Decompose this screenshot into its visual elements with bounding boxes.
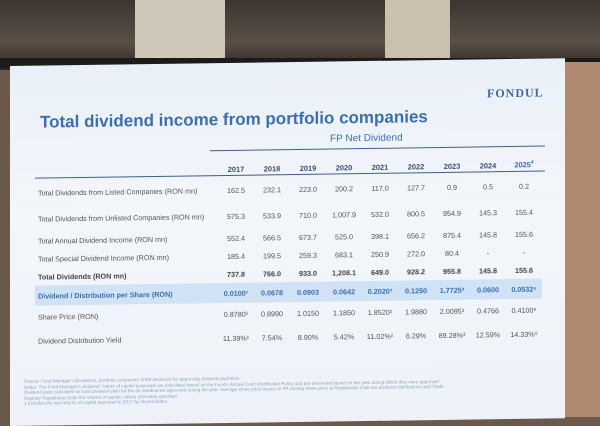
- table-cell: 7.54%: [261, 332, 283, 342]
- table-cell: 737.8: [227, 269, 245, 279]
- table-cell: 117.0: [371, 183, 389, 193]
- table-cell: 552.4: [227, 233, 245, 243]
- year-header: 20254: [506, 157, 542, 174]
- table-cell: 6.29%: [405, 330, 427, 340]
- table-cell: 0.8990: [261, 308, 283, 318]
- table-cell: 0.1250: [398, 280, 434, 301]
- table-cell: 954.9: [443, 208, 461, 218]
- table-cell: 1.7725³: [434, 279, 470, 301]
- room-column: [135, 0, 225, 62]
- year-label: 2025: [514, 160, 531, 170]
- table-cell: 0.0642: [326, 281, 362, 302]
- table-cell: 800.5: [407, 208, 425, 218]
- table-cell: 155.4: [515, 207, 533, 217]
- table-cell: 673.7: [299, 232, 317, 242]
- table-cell: 199.5: [263, 250, 281, 260]
- table-cell: 145.3: [479, 207, 497, 217]
- wall: [562, 62, 600, 417]
- table-cell: 14.33%⁵: [510, 329, 538, 339]
- year-header: 2019: [299, 163, 317, 173]
- table-cell: 8.90%: [297, 332, 319, 342]
- table-cell: 1.8520²: [367, 307, 393, 317]
- room-column: [385, 0, 450, 62]
- footnotes: Source: Fund Manager calculations, portf…: [24, 372, 544, 407]
- table-cell: 0.4100⁵: [511, 305, 537, 315]
- table-cell: 155.6: [515, 265, 533, 275]
- table-cell: 933.0: [299, 268, 317, 278]
- table-cell: 875.4: [443, 230, 461, 240]
- table-cell: 145.8: [479, 229, 497, 239]
- table-cell: 532.0: [371, 209, 389, 219]
- table-cell: 185.4: [227, 251, 245, 261]
- table-cell: 533.9: [263, 210, 281, 220]
- table-cell: 649.0: [371, 267, 389, 277]
- row-label: Share Price (RON): [38, 311, 99, 322]
- row-label: Dividend / Distribution per Share (RON): [35, 283, 218, 306]
- table-cell: -: [522, 247, 526, 257]
- table-cell: 656.2: [407, 230, 425, 240]
- table-cell: 127.7: [407, 182, 425, 192]
- table-cell: 0.0903: [290, 281, 326, 303]
- table-cell: 710.0: [299, 210, 317, 220]
- table-cell: 145.8: [479, 265, 497, 275]
- table-cell: 232.1: [263, 184, 281, 194]
- table-cell: 0.2: [519, 181, 529, 191]
- table-cell: 575.3: [227, 211, 245, 221]
- year-header: 2024: [479, 160, 497, 170]
- table-cell: 162.5: [227, 185, 245, 195]
- table-cell: 1,007.9: [332, 209, 356, 220]
- year-header: 2017: [227, 164, 245, 174]
- dividend-table: 2017 2018 2019 2020 2021 2022 2023 2024 20254 To…: [35, 157, 542, 354]
- table-cell: 928.2: [407, 266, 425, 276]
- table-cell: 398.1: [371, 231, 389, 241]
- table-cell: 0.5: [483, 181, 493, 191]
- table-cell: 250.9: [371, 249, 389, 259]
- year-header: 2020: [335, 162, 353, 172]
- table-cell: 0.0600: [470, 279, 506, 300]
- table-cell: 955.8: [443, 266, 461, 276]
- table-cell: 2.0095³: [439, 306, 465, 316]
- year-header: 2018: [263, 163, 281, 173]
- table-cell: 12.59%: [475, 329, 501, 339]
- table-cell: 766.0: [263, 268, 281, 278]
- table-cell: 525.0: [335, 231, 353, 241]
- year-header: 2023: [443, 161, 461, 171]
- table-cell: 0.9: [447, 182, 457, 192]
- table-cell: 11.02%²: [366, 331, 394, 341]
- table-cell: 272.0: [407, 248, 425, 258]
- group-header: FP Net Dividend: [330, 132, 403, 145]
- table-cell: 1.1850: [333, 307, 355, 317]
- table-cell: -: [486, 247, 490, 257]
- footnote-marker: 4: [530, 159, 534, 166]
- year-header: 2022: [407, 161, 425, 171]
- table-cell: 566.5: [263, 232, 281, 242]
- row-label: Total Dividends from Listed Companies (R…: [38, 185, 198, 198]
- table-cell: 683.1: [335, 249, 353, 259]
- table-cell: 0.0678: [254, 282, 290, 303]
- table-cell: 223.0: [299, 184, 317, 194]
- slide-title: Total dividend income from portfolio com…: [40, 107, 428, 132]
- table-cell: 1.9880: [405, 306, 427, 316]
- table-cell: 155.6: [515, 229, 533, 239]
- table-cell: 259.3: [299, 250, 317, 260]
- table-cell: 5.42%: [333, 331, 355, 341]
- year-header: 2021: [371, 162, 389, 172]
- table-cell: 0.0100¹: [218, 282, 254, 304]
- divider: [210, 145, 545, 152]
- fondul-logo: FONDUL: [487, 85, 544, 101]
- row-label: Dividend Distribution Yield: [38, 334, 122, 346]
- presentation-slide: FONDUL Total dividend income from portfo…: [10, 58, 565, 426]
- table-cell: 200.2: [335, 183, 353, 193]
- table-cell: 0.8780¹: [223, 309, 249, 319]
- table-cell: 1.0150: [297, 308, 319, 318]
- table-cell: 1,208.1: [332, 267, 356, 278]
- table-cell: 11.39%¹: [222, 333, 250, 343]
- table-cell: 0.0532⁵: [506, 278, 542, 300]
- table-cell: 0.4766: [477, 305, 499, 315]
- table-cell: 0.2020²: [362, 280, 398, 302]
- row-label: Total Dividends from Unlisted Companies …: [38, 211, 205, 224]
- table-cell: 80.4: [445, 248, 459, 258]
- table-cell: 89.28%³: [438, 330, 466, 340]
